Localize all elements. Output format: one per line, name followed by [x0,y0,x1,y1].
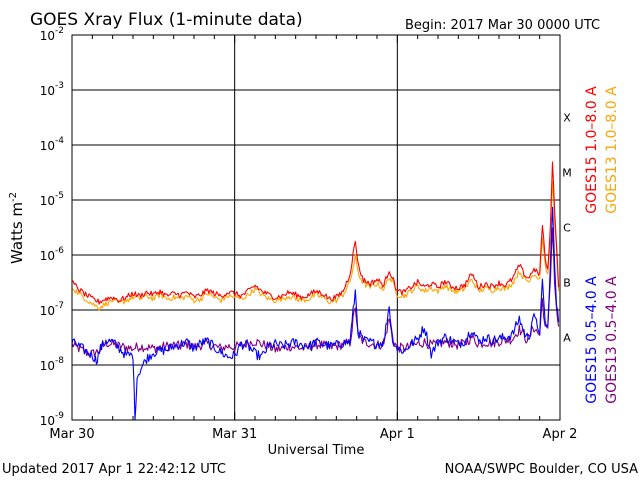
x-tick-label: Mar 30 [49,427,94,442]
updated-label: Updated 2017 Apr 1 22:42:12 UTC [2,462,226,477]
legend-entry: GOES13 0.5–4.0 A [604,276,620,404]
series-line-goes15-1-0-8-0-a [71,161,560,305]
series-line-goes15-0-5-4-0-a [71,206,560,421]
flare-class-label: X [563,112,571,125]
y-tick-label: 10-9 [40,411,65,428]
flare-class-label: M [562,167,572,180]
y-axis-ticks: 10-2 10-3 10-4 10-5 10-6 10-7 10-8 10-9 [40,26,560,428]
grid [71,34,561,421]
legend: GOES15 1.0–8.0 A GOES13 1.0–8.0 A GOES15 0… [584,86,620,404]
y-axis-label: Watts m-2 [8,192,26,264]
y-tick-label: 10-2 [40,26,64,43]
flare-class-labels: X M C B A [562,112,572,345]
y-tick-label: 10-6 [40,246,65,263]
x-axis-ticks: Mar 30 Mar 31 Apr 1 Apr 2 [49,35,577,442]
begin-label: Begin: 2017 Mar 30 0000 UTC [405,18,600,33]
plot-frame [71,34,561,421]
flare-class-label: A [563,332,571,345]
chart-title: GOES Xray Flux (1-minute data) [30,10,303,30]
y-tick-label: 10-4 [40,136,65,153]
flare-class-label: B [563,277,571,290]
y-tick-label: 10-3 [40,81,64,98]
x-tick-label: Apr 1 [380,427,415,442]
series-line-goes13-1-0-8-0-a [71,180,560,311]
legend-entry: GOES15 1.0–8.0 A [584,86,600,214]
y-tick-label: 10-5 [40,191,64,208]
series-layer [71,161,560,421]
x-axis-label: Universal Time [268,443,365,458]
y-tick-label: 10-8 [40,356,65,373]
legend-entry: GOES13 1.0–8.0 A [604,86,620,214]
legend-entry: GOES15 0.5–4.0 A [584,276,600,404]
series-line-goes13-0-5-4-0-a [71,227,560,358]
flare-class-label: C [563,222,571,235]
y-tick-label: 10-7 [40,301,64,318]
credit-label: NOAA/SWPC Boulder, CO USA [445,462,638,477]
y-axis-label-exponent: -2 [8,192,19,202]
x-tick-label: Apr 2 [543,427,578,442]
x-tick-label: Mar 31 [212,427,257,442]
